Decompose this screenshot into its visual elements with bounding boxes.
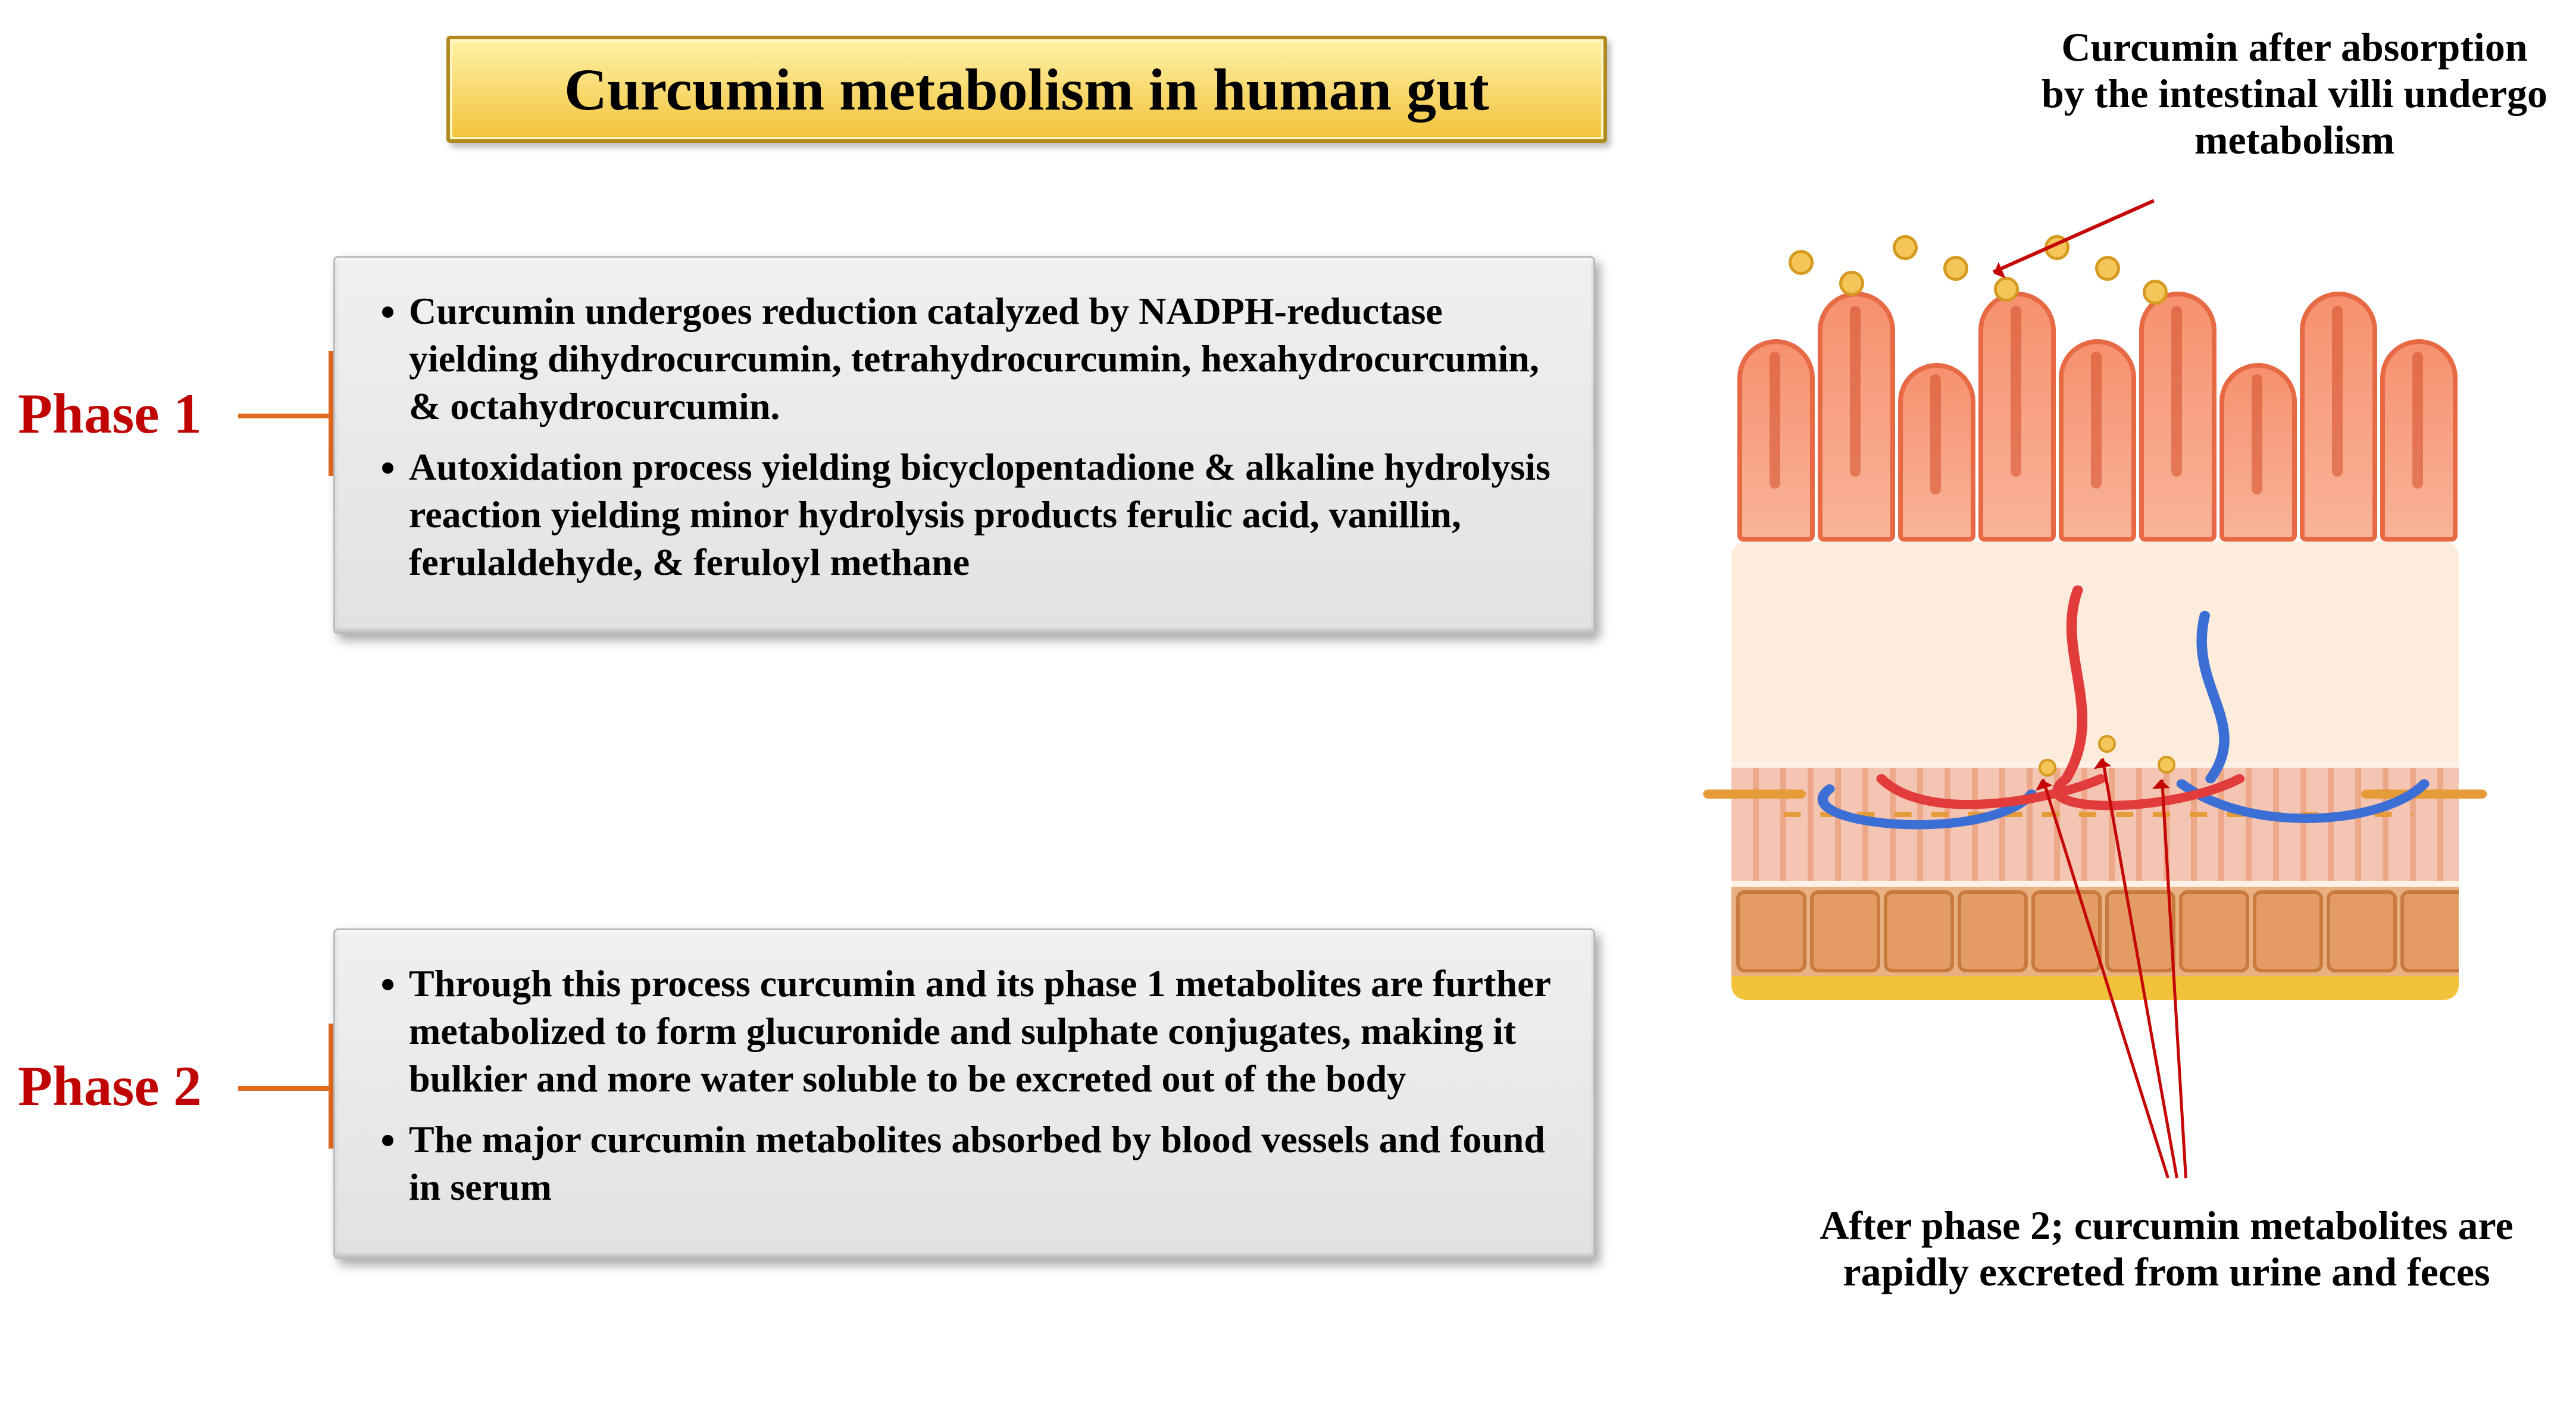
phase2-bullet: Through this process curcumin and its ph… — [409, 960, 1558, 1103]
phase1-connector-vertical — [329, 351, 333, 476]
gut-base-layer — [1731, 976, 2459, 1000]
phase2-bullet: The major curcumin metabolites absorbed … — [409, 1116, 1558, 1211]
curcumin-dot — [2095, 256, 2120, 281]
phase2-label: Phase 2 — [18, 1053, 202, 1119]
title-text: Curcumin metabolism in human gut — [564, 55, 1489, 124]
curcumin-dot — [1893, 235, 1918, 260]
phase2-connector-vertical — [329, 1024, 333, 1149]
curcumin-dot — [1839, 271, 1864, 296]
gut-villi-row — [1731, 286, 2459, 542]
arrow-head — [2091, 749, 2112, 769]
phase1-connector-horizontal — [238, 414, 333, 418]
gut-villus — [1978, 292, 2056, 542]
gut-vessels — [1731, 559, 2459, 845]
curcumin-dot — [2143, 280, 2168, 305]
annotation-top: Curcumin after absorption by the intesti… — [2036, 24, 2553, 164]
gut-villus — [2059, 339, 2136, 542]
curcumin-dot — [1789, 250, 1814, 275]
intestine-illustration — [1708, 286, 2482, 1000]
title-banner: Curcumin metabolism in human gut — [446, 36, 1607, 143]
phase1-label: Phase 1 — [18, 381, 202, 446]
arrow-head — [2151, 770, 2170, 789]
gut-villus — [2219, 363, 2297, 542]
gut-villus — [2139, 292, 2217, 542]
gut-villus — [2300, 292, 2377, 542]
gut-villus — [1898, 363, 1975, 542]
annotation-bottom: After phase 2; curcumin metabolites are … — [1809, 1202, 2524, 1295]
phase1-bullet: Curcumin undergoes reduction catalyzed b… — [409, 287, 1558, 430]
arrow-line — [1993, 199, 2155, 274]
phase1-bullet: Autoxidation process yielding bicyclopen… — [409, 443, 1558, 586]
gut-serosa-layer — [1731, 881, 2459, 976]
gut-villus — [2380, 339, 2458, 542]
phase2-panel: Through this process curcumin and its ph… — [333, 928, 1595, 1259]
gut-villus — [1818, 292, 1895, 542]
phase2-connector-horizontal — [238, 1086, 333, 1091]
phase1-panel: Curcumin undergoes reduction catalyzed b… — [333, 256, 1595, 634]
gut-villus — [1737, 339, 1815, 542]
curcumin-dot — [1943, 256, 1968, 281]
